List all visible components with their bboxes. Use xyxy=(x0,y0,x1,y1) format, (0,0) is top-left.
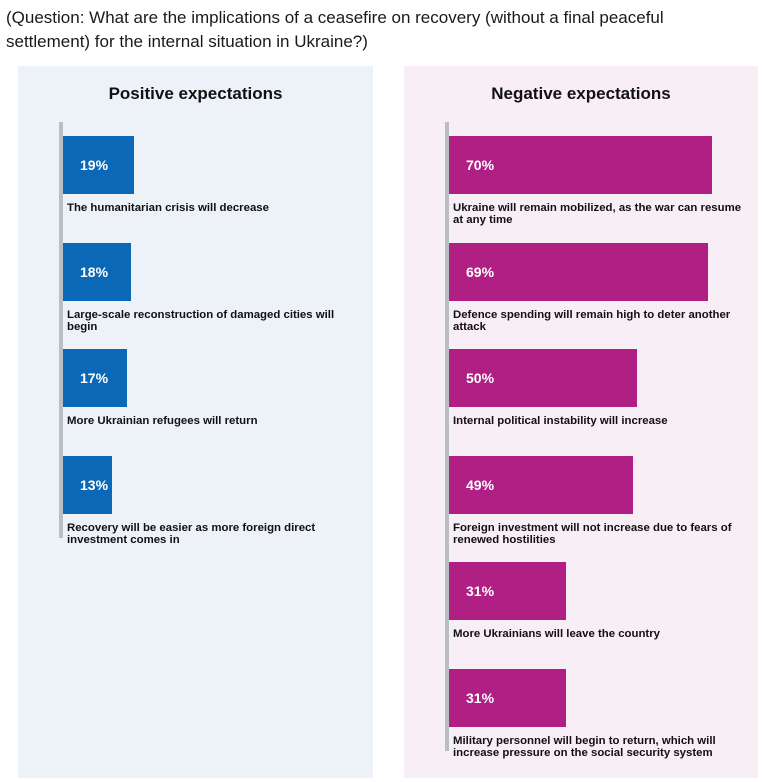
positive-bar: 18% xyxy=(63,242,131,301)
negative-category-label: Foreign investment will not increase due… xyxy=(453,521,732,546)
negative-bar-item: 31% Military personnel will begin to retu… xyxy=(445,668,755,769)
negative-bar: 49% xyxy=(449,455,634,514)
negative-bar: 50% xyxy=(449,349,637,407)
positive-bar-item: 18% Large-scale reconstruction of damaged… xyxy=(59,242,369,343)
negative-bar-value-label: 69% xyxy=(466,263,495,280)
positive-bar: 17% xyxy=(63,349,127,407)
positive-bar-value-label: 19% xyxy=(80,157,109,173)
positive-category-label: More Ukrainian refugees will return xyxy=(67,415,258,427)
positive-category-label: The humanitarian crisis will decrease xyxy=(67,202,269,214)
negative-bar-value-label: 49% xyxy=(466,476,495,493)
negative-bar: 31% xyxy=(449,668,566,727)
negative-bar-item: 31% More Ukrainians will leave the countr… xyxy=(445,562,755,662)
negative-bar: 69% xyxy=(449,242,709,301)
positive-bar: 19% xyxy=(63,136,135,194)
positive-expectations-panel: Positive expectations 19% The humanitaria… xyxy=(18,66,373,778)
negative-axis-line xyxy=(445,122,449,751)
positive-bar-value-label: 18% xyxy=(80,263,109,280)
negative-bar: 70% xyxy=(449,136,713,194)
positive-bar-item: 13% Recovery will be easier as more forei… xyxy=(59,455,369,556)
negative-bar: 31% xyxy=(449,562,566,620)
negative-bar-item: 49% Foreign investment will not increase … xyxy=(445,455,755,556)
positive-panel-title: Positive expectations xyxy=(108,84,283,103)
negative-bar-item: 69% Defence spending will remain high to … xyxy=(445,242,755,343)
negative-category-label: Internal political instability will incr… xyxy=(453,415,668,427)
positive-bar: 13% xyxy=(63,455,112,514)
negative-expectations-panel: Negative expectations 70% Ukraine will re… xyxy=(404,66,758,778)
negative-panel-title: Negative expectations xyxy=(491,84,671,103)
negative-bar-item: 70% Ukraine will remain mobilized, as the… xyxy=(445,136,755,236)
positive-axis-line xyxy=(59,122,63,538)
negative-bar-value-label: 50% xyxy=(466,370,495,386)
negative-bar-value-label: 31% xyxy=(466,689,495,706)
positive-bar-item: 17% More Ukrainian refugees will return xyxy=(59,349,369,449)
negative-bar-value-label: 31% xyxy=(466,583,495,599)
negative-category-label: Defence spending will remain high to det… xyxy=(453,308,731,333)
negative-bar-value-label: 70% xyxy=(466,157,495,173)
positive-bar-value-label: 17% xyxy=(80,370,109,386)
negative-category-label: More Ukrainians will leave the country xyxy=(453,628,660,640)
negative-category-label: Military personnel will begin to return,… xyxy=(453,734,716,759)
question-text: (Question: What are the implications of … xyxy=(6,8,664,51)
positive-bar-item: 19% The humanitarian crisis will decrease xyxy=(59,136,369,236)
negative-bar-item: 50% Internal political instability will i… xyxy=(445,349,755,449)
negative-category-label: Ukraine will remain mobilized, as the wa… xyxy=(453,202,742,226)
positive-category-label: Large-scale reconstruction of damaged ci… xyxy=(67,308,335,333)
positive-bar-value-label: 13% xyxy=(80,476,109,493)
positive-category-label: Recovery will be easier as more foreign … xyxy=(67,521,316,546)
